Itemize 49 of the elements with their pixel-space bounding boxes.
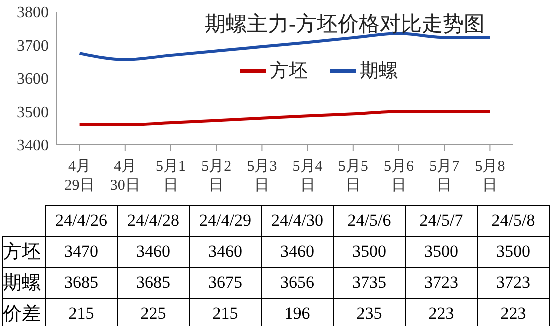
data-label: 3460: [118, 236, 190, 268]
data-label: 3685: [118, 268, 190, 298]
data-label: 3723: [406, 268, 478, 298]
x-tick-label: 5月8日: [475, 159, 506, 194]
legend-label: 期螺: [360, 60, 398, 84]
data-label: 3735: [334, 268, 406, 298]
data-label: 196: [262, 298, 334, 326]
category-label: 24/4/28: [118, 206, 190, 236]
data-label: 3500: [406, 236, 478, 268]
data-label: 3470: [46, 236, 118, 268]
x-tick-label: 5月7日: [430, 159, 460, 194]
x-tick-label: 4月29日: [64, 159, 95, 194]
x-tick-label: 5月4日: [292, 159, 324, 194]
data-label: 3675: [190, 268, 262, 298]
x-tick-label: 5月1日: [156, 159, 186, 194]
data-label: 215: [46, 298, 118, 326]
x-tick-label: 5月5日: [338, 159, 368, 194]
y-tick-label: 3500: [17, 104, 49, 122]
category-label: 24/4/30: [262, 206, 334, 236]
legend-label: 方坯: [270, 60, 308, 84]
category-label: 24/5/8: [478, 206, 550, 236]
data-label: 225: [118, 298, 190, 326]
data-label: 235: [334, 298, 406, 326]
y-tick-label: 3800: [17, 4, 49, 22]
x-tick-label: 4月30日: [110, 159, 140, 194]
data-label: 3656: [262, 268, 334, 298]
data-label: 223: [406, 298, 478, 326]
x-tick-label: 5月2日: [202, 159, 232, 194]
data-label: 3500: [478, 236, 550, 268]
category-label: 24/4/29: [190, 206, 262, 236]
y-tick-label: 3700: [17, 38, 49, 55]
y-tick-label: 3400: [17, 138, 49, 155]
legend-label: 价差: [2, 298, 46, 326]
x-tick-label: 5月6日: [384, 159, 414, 194]
category-label: 24/5/6: [334, 206, 406, 236]
chart-title: 期螺主力-方坯价格对比走势图: [204, 11, 486, 38]
x-tick-label: 5月3日: [247, 159, 278, 194]
data-label: 223: [478, 298, 550, 326]
legend-label: 期螺: [2, 268, 46, 298]
data-label: 3723: [478, 268, 550, 298]
category-label: 24/4/26: [46, 206, 118, 236]
data-label: 3460: [190, 236, 262, 268]
data-label: 215: [190, 298, 262, 326]
y-tick-label: 3600: [17, 71, 49, 88]
data-label: 3685: [46, 268, 118, 298]
legend-label: 方坯: [2, 236, 46, 268]
category-label: 24/5/7: [406, 206, 478, 236]
data-label: 3500: [334, 236, 406, 268]
data-label: 3460: [262, 236, 334, 268]
